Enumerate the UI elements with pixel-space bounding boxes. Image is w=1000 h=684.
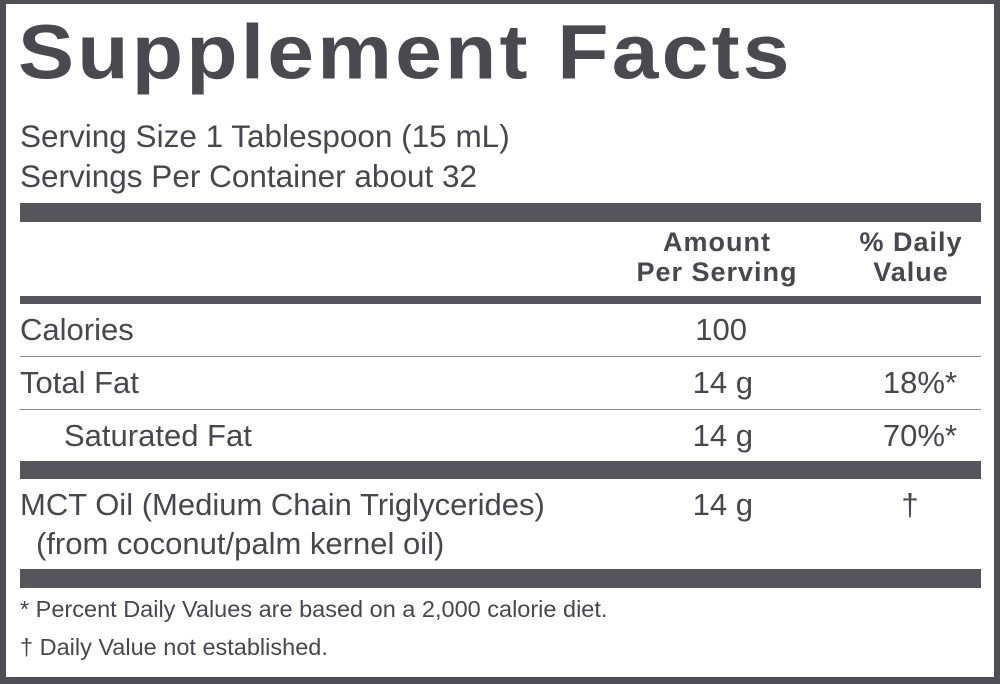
amount-header: Amount Per Serving	[605, 227, 829, 287]
thick-divider	[20, 203, 981, 222]
dv-header-line1: % Daily	[859, 227, 963, 257]
label-title: Supplement Facts	[18, 8, 793, 96]
dv-header-line2: Value	[873, 257, 949, 287]
daily-value-header: % Daily Value	[836, 227, 986, 287]
footnote-daily-values: * Percent Daily Values are based on a 2,…	[20, 596, 608, 622]
row-amount-mct-oil: 14 g	[692, 487, 753, 522]
row-name-saturated-fat: Saturated Fat	[64, 418, 252, 453]
row-dv-saturated-fat: 70%*	[882, 418, 957, 453]
row-amount-calories: 100	[695, 312, 747, 347]
row-divider	[20, 356, 981, 357]
row-name-calories: Calories	[20, 312, 134, 347]
footnote-not-established: † Daily Value not established.	[20, 634, 328, 660]
thick-divider	[20, 569, 981, 588]
row-name-mct-oil: MCT Oil (Medium Chain Triglycerides)	[20, 487, 545, 522]
serving-size: Serving Size 1 Tablespoon (15 mL)	[20, 118, 510, 154]
amount-header-line1: Amount	[663, 227, 771, 257]
row-name-total-fat: Total Fat	[20, 365, 139, 400]
amount-header-line2: Per Serving	[636, 257, 798, 287]
row-sub-mct-oil: (from coconut/palm kernel oil)	[36, 526, 445, 561]
row-dv-total-fat: 18%*	[882, 365, 957, 400]
row-amount-saturated-fat: 14 g	[692, 418, 753, 453]
thick-divider	[20, 461, 981, 479]
row-dv-mct-oil: †	[901, 487, 919, 522]
servings-per-container: Servings Per Container about 32	[20, 158, 478, 194]
row-amount-total-fat: 14 g	[692, 365, 753, 400]
header-divider	[20, 296, 981, 304]
row-divider	[20, 409, 981, 410]
